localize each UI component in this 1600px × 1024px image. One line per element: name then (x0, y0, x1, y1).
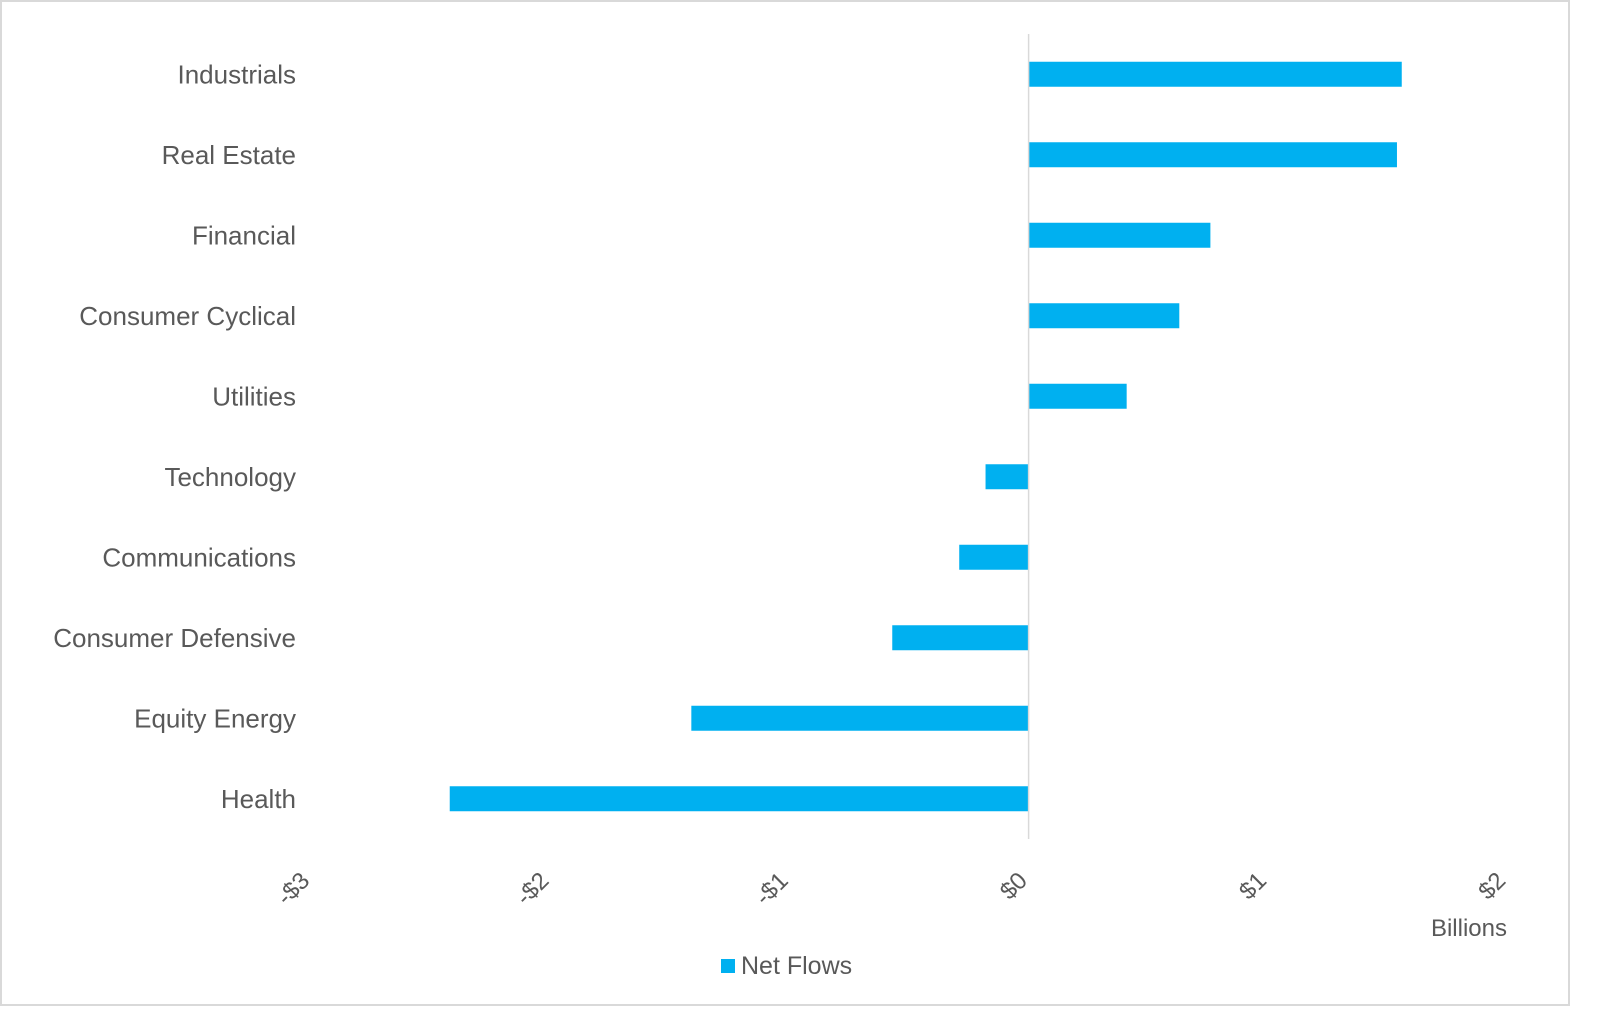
bar-consumer-cyclical (1029, 303, 1180, 328)
x-tick-label: $1 (1234, 867, 1272, 905)
legend: Net Flows (721, 952, 852, 980)
x-tick-label: $2 (1473, 867, 1511, 905)
category-label-equity-energy: Equity Energy (134, 703, 296, 733)
bar-health (450, 786, 1029, 811)
bar-communications (959, 545, 1028, 570)
category-labels: Industrials Real Estate Financial Consumer … (53, 59, 296, 814)
x-unit-label: Billions (1431, 915, 1507, 942)
net-flows-chart: Industrials Real Estate Financial Consumer … (2, 2, 1568, 1004)
bar-real-estate (1029, 142, 1397, 167)
legend-label: Net Flows (741, 952, 852, 980)
category-label-financial: Financial (192, 220, 296, 250)
x-tick-label: -$1 (750, 867, 794, 911)
legend-swatch (721, 959, 735, 973)
category-label-utilities: Utilities (212, 381, 296, 411)
x-tick-labels: -$3 -$2 -$1 $0 $1 $2 (272, 867, 1512, 911)
bars (450, 62, 1402, 812)
bar-equity-energy (691, 706, 1028, 731)
category-label-technology: Technology (164, 462, 296, 492)
category-label-industrials: Industrials (178, 59, 297, 89)
x-tick-label: -$2 (511, 867, 555, 911)
bar-financial (1029, 223, 1211, 248)
category-label-communications: Communications (102, 542, 296, 572)
category-label-health: Health (221, 784, 296, 814)
bar-consumer-defensive (892, 625, 1028, 650)
bar-technology (986, 464, 1029, 489)
category-label-real-estate: Real Estate (162, 140, 296, 170)
category-label-consumer-cyclical: Consumer Cyclical (79, 301, 296, 331)
x-tick-label: $0 (995, 867, 1033, 905)
chart-frame: Industrials Real Estate Financial Consumer … (0, 0, 1570, 1006)
bar-industrials (1029, 62, 1402, 87)
category-label-consumer-defensive: Consumer Defensive (53, 623, 296, 653)
bar-utilities (1029, 384, 1127, 409)
x-tick-label: -$3 (272, 867, 316, 911)
